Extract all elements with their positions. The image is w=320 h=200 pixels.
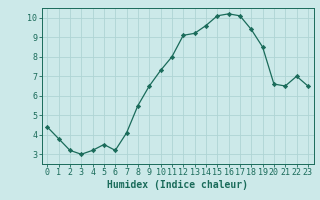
X-axis label: Humidex (Indice chaleur): Humidex (Indice chaleur) bbox=[107, 180, 248, 190]
